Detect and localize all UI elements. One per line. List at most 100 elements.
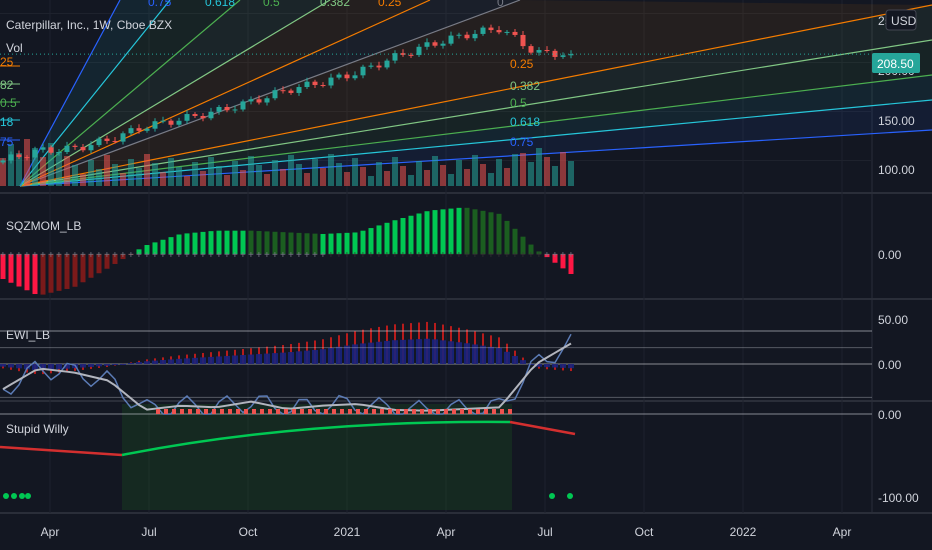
sqz-cross: + — [224, 250, 230, 261]
currency-label: USD — [891, 14, 917, 28]
sqzmom-bar — [472, 209, 478, 254]
sqz-cross: + — [40, 250, 46, 261]
y-tick-label: 100.00 — [878, 163, 915, 177]
candle — [504, 31, 510, 33]
volume-bar — [240, 170, 246, 186]
ewi-area — [296, 351, 302, 364]
candle — [184, 114, 190, 121]
volume-bar — [432, 156, 438, 186]
willy-signal-dot — [204, 409, 208, 414]
ewi-area — [504, 351, 510, 364]
willy-signal-dot — [300, 409, 304, 414]
sqzmom-bar — [448, 208, 454, 254]
volume-bar — [200, 171, 206, 186]
candle — [40, 147, 46, 150]
fib-top-label: 0.75 — [148, 0, 172, 9]
ewi-area — [408, 339, 414, 364]
sqz-cross: + — [8, 250, 14, 261]
sqzmom-bar — [416, 213, 422, 254]
time-axis-label: Apr — [41, 525, 60, 539]
volume-bar — [424, 170, 430, 186]
willy-signal-dot — [396, 409, 400, 414]
willy-signal-dot — [549, 493, 555, 499]
candle — [48, 147, 54, 153]
ewi-area — [88, 364, 94, 367]
ewi-area — [152, 360, 158, 364]
candle — [208, 111, 214, 119]
ewi-area — [432, 339, 438, 364]
candle — [496, 30, 502, 33]
ewi-area — [16, 364, 22, 369]
willy-signal-dot — [236, 409, 240, 414]
sqz-cross: + — [560, 250, 566, 261]
volume-bar — [384, 171, 390, 186]
sqz-cross: + — [328, 250, 334, 261]
volume-bar — [88, 160, 94, 186]
candle — [272, 90, 278, 99]
sqzmom-bar — [376, 225, 382, 254]
volume-bar — [64, 156, 70, 186]
ewi-area — [440, 340, 446, 364]
sqz-cross: + — [360, 250, 366, 261]
ewi-area — [520, 360, 526, 364]
sqz-cross: + — [288, 250, 294, 261]
sqz-cross: + — [48, 250, 54, 261]
willy-signal-dot — [324, 409, 328, 414]
candle — [344, 74, 350, 79]
sqz-cross: + — [512, 250, 518, 261]
volume-bar — [360, 167, 366, 186]
candle — [168, 120, 174, 125]
sqzmom-bar — [520, 236, 526, 254]
sqz-cross: + — [16, 250, 22, 261]
willy-signal-dot — [260, 409, 264, 414]
willy-signal-dot — [228, 409, 232, 414]
sqzmom-bar — [352, 232, 358, 254]
sqz-cross: + — [88, 250, 94, 261]
sqzmom-bar — [408, 215, 414, 254]
sqzmom-bar — [392, 220, 398, 254]
volume-bar — [256, 165, 262, 186]
candle — [432, 42, 438, 46]
volume-bar — [560, 152, 566, 186]
sqzmom-bar — [104, 254, 110, 269]
sqzmom-bar — [344, 232, 350, 254]
time-axis-label: Oct — [239, 525, 258, 539]
sqz-cross: + — [488, 250, 494, 261]
ewi-area — [312, 349, 318, 364]
candle — [536, 50, 542, 53]
candle — [488, 27, 494, 31]
candle — [72, 145, 78, 147]
fib-right-label: 0.75 — [510, 135, 534, 149]
candle — [136, 128, 142, 131]
volume-bar — [440, 165, 446, 186]
ewi-area — [552, 364, 558, 368]
candle — [552, 50, 558, 57]
time-axis-label: Jul — [141, 525, 156, 539]
sqz-cross: + — [168, 250, 174, 261]
ewi-area — [216, 356, 222, 364]
sqz-cross: + — [24, 250, 30, 261]
willy-trend-down — [0, 445, 123, 457]
ewi-area — [272, 353, 278, 364]
fib-fan-ray — [19, 0, 171, 187]
sqz-cross: + — [256, 250, 262, 261]
ewi-area — [176, 358, 182, 364]
volume-bar — [512, 154, 518, 186]
ewi-area — [112, 364, 118, 365]
sqz-cross: + — [0, 250, 6, 261]
volume-bar — [224, 175, 230, 186]
candle — [144, 128, 150, 131]
candle — [288, 90, 294, 93]
sqzmom-bar — [400, 217, 406, 254]
willy-signal-dot — [11, 493, 17, 499]
ewi-area — [80, 364, 86, 368]
volume-bar — [320, 168, 326, 186]
volume-bar — [288, 155, 294, 186]
volume-bar — [96, 169, 102, 186]
willy-signal-dot — [500, 409, 504, 414]
sqzmom-bar — [24, 254, 30, 291]
sqz-cross: + — [272, 250, 278, 261]
volume-bar — [568, 161, 574, 186]
